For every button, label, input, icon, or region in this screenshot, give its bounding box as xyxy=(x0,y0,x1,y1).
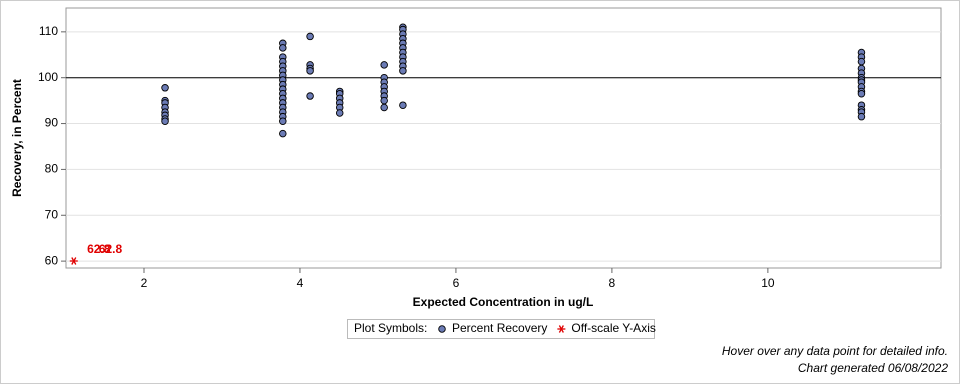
data-point xyxy=(399,101,407,109)
legend-label: Off-scale Y-Axis xyxy=(571,321,655,335)
data-point xyxy=(279,44,287,52)
data-point xyxy=(380,103,388,112)
annotation: 62.8 xyxy=(99,242,123,256)
x-tick-label: 2 xyxy=(141,276,148,290)
data-point xyxy=(306,67,314,75)
data-point xyxy=(857,57,866,66)
legend-title: Plot Symbols: xyxy=(354,321,427,335)
y-tick-label: 60 xyxy=(45,253,59,267)
x-tick-label: 10 xyxy=(761,276,775,290)
y-axis-title: Recovery, in Percent xyxy=(10,79,24,197)
plot-area xyxy=(65,7,942,269)
x-tick-label: 6 xyxy=(453,276,460,290)
data-point xyxy=(335,109,344,117)
asterisk-marker xyxy=(69,257,78,265)
y-tick-label: 70 xyxy=(45,207,59,221)
y-tick-label: 80 xyxy=(45,162,59,176)
data-point xyxy=(857,112,866,121)
legend-marker xyxy=(438,325,446,333)
data-point xyxy=(161,117,169,126)
asterisk-marker xyxy=(557,325,566,333)
y-tick-label: 90 xyxy=(45,116,59,130)
legend-label: Percent Recovery xyxy=(452,321,547,335)
footnote: Hover over any data point for detailed i… xyxy=(722,344,948,358)
data-point xyxy=(161,84,169,92)
asterisk-stroke xyxy=(558,325,564,333)
data-point xyxy=(399,67,407,75)
x-tick-label: 4 xyxy=(297,276,304,290)
y-tick-label: 100 xyxy=(38,70,58,84)
data-point xyxy=(857,89,866,98)
data-point xyxy=(306,92,314,100)
data-point xyxy=(380,61,388,69)
legend-box xyxy=(347,319,655,339)
annotation: 62.8 xyxy=(87,242,111,256)
x-axis-title: Expected Concentration in ug/L xyxy=(413,295,594,309)
data-point xyxy=(279,129,287,138)
y-tick-label: 110 xyxy=(39,24,58,38)
asterisk-stroke xyxy=(71,257,77,265)
x-tick-label: 8 xyxy=(609,276,616,290)
footnote: Chart generated 06/08/2022 xyxy=(798,361,948,375)
data-point xyxy=(380,96,388,105)
data-point xyxy=(306,32,314,41)
data-point xyxy=(279,117,287,126)
